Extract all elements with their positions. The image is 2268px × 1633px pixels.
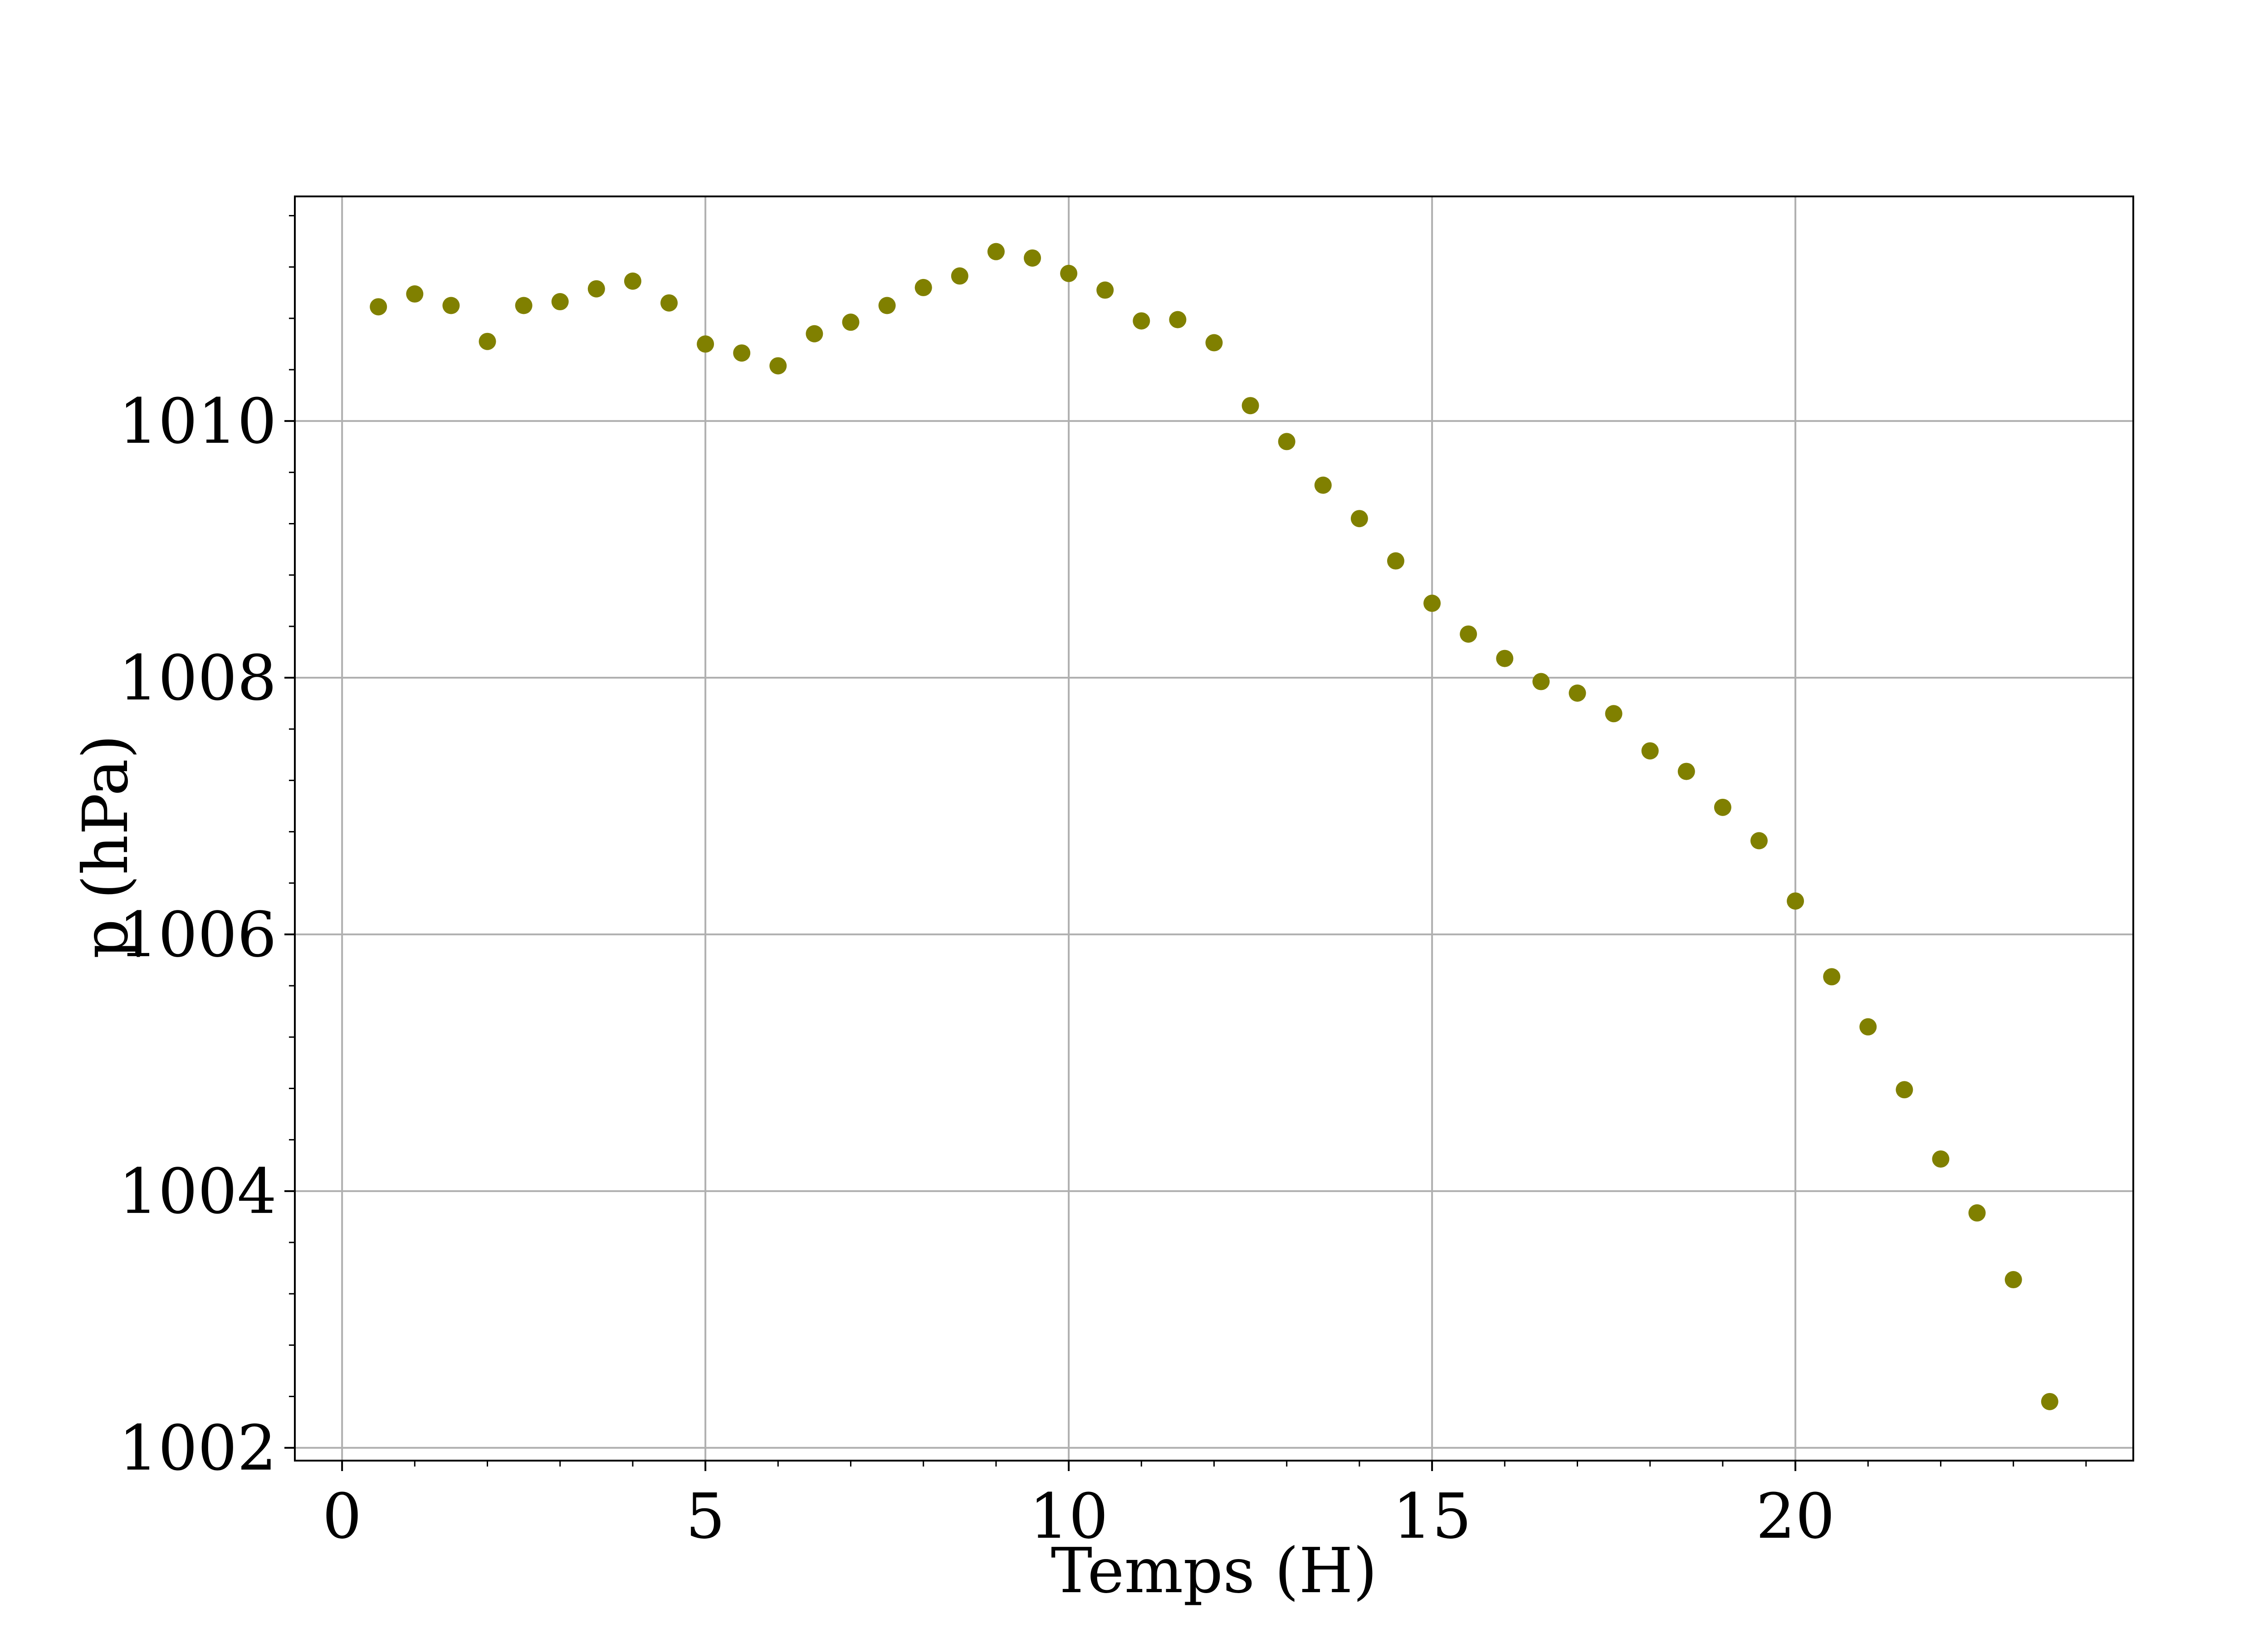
y-axis-title: p (hPa) [70,734,142,958]
x-tick-labels: 0 5 10 15 20 [323,1481,1835,1553]
data-point [479,332,496,350]
data-point [1496,650,1514,667]
data-point [660,294,678,312]
axis-ticks [284,215,2087,1471]
data-point [1896,1081,1913,1099]
data-point [1823,968,1841,986]
data-point [442,297,460,314]
data-point [1205,334,1223,352]
y-tick-label: 1008 [118,642,277,714]
y-tick-label: 1006 [118,899,277,971]
data-point [1096,281,1114,299]
data-point [842,313,860,331]
data-point [551,293,569,311]
data-point [2004,1271,2022,1289]
data-point [2041,1393,2058,1410]
data-point [1787,892,1804,910]
data-points [370,243,2058,1410]
data-point [624,272,641,290]
data-point [769,357,787,375]
data-point [1133,312,1150,330]
grid-lines [295,196,2133,1461]
data-point [1859,1018,1877,1036]
data-point [1242,397,1259,415]
data-point [1569,684,1586,702]
data-point [1314,476,1332,494]
data-point [587,280,605,298]
data-point [1423,594,1441,612]
data-point [914,279,932,296]
data-point [1641,742,1659,760]
data-point [697,335,714,353]
data-point [515,297,533,314]
data-point [951,267,968,285]
x-tick-label: 15 [1393,1481,1471,1553]
data-point [878,297,896,314]
data-point [1968,1204,1986,1222]
data-point [1932,1150,1950,1168]
data-point [406,285,424,303]
y-tick-labels: 1002 1004 1006 1008 1010 [118,386,277,1485]
data-point [1060,264,1078,282]
x-tick-label: 5 [686,1481,725,1553]
data-point [1750,832,1768,850]
data-point [806,325,823,342]
y-tick-label: 1002 [118,1413,277,1485]
data-point [1024,249,1041,267]
data-point [1387,552,1404,570]
data-point [1532,673,1550,690]
data-point [987,243,1005,260]
data-point [733,344,751,362]
y-tick-label: 1010 [118,386,277,458]
x-tick-label: 20 [1756,1481,1835,1553]
data-point [1278,433,1295,450]
x-axis-title: Temps (H) [1051,1535,1378,1607]
y-tick-label: 1004 [118,1156,277,1228]
data-point [1714,798,1731,816]
data-point [1460,625,1477,643]
data-point [1605,705,1623,723]
x-tick-label: 0 [323,1481,362,1553]
data-point [370,298,387,316]
data-point [1350,510,1368,528]
data-point [1677,763,1695,780]
x-tick-label: 10 [1029,1481,1108,1553]
data-point [1169,311,1187,328]
